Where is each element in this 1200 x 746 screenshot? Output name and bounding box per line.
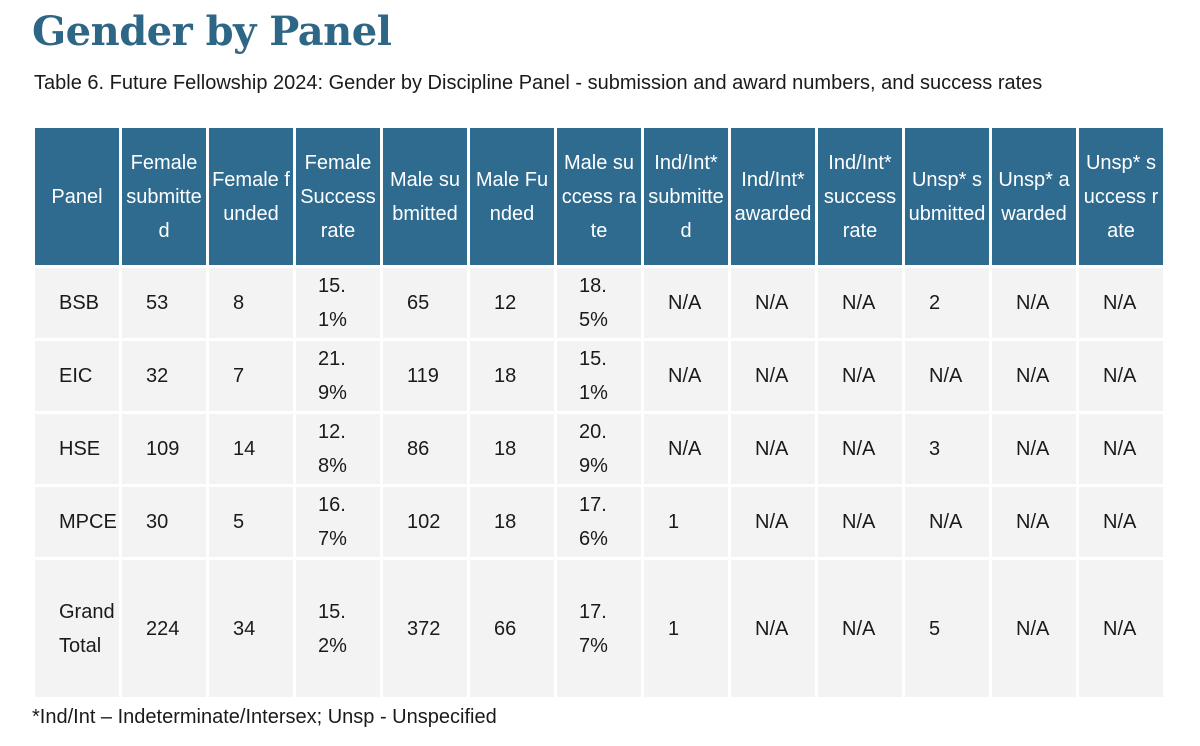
table-header-row: Panel Female submitted Female funded Fem… xyxy=(35,128,1163,265)
table-cell: 224 xyxy=(122,560,206,697)
table-cell: 7 xyxy=(209,341,293,411)
table-cell: 15.2% xyxy=(296,560,380,697)
table-cell: N/A xyxy=(818,414,902,484)
panel-cell: HSE xyxy=(35,414,119,484)
table-cell: 34 xyxy=(209,560,293,697)
table-cell: N/A xyxy=(731,341,815,411)
column-header: Female Success rate xyxy=(296,128,380,265)
table-cell: N/A xyxy=(818,341,902,411)
table-footnote: *Ind/Int – Indeterminate/Intersex; Unsp … xyxy=(32,706,497,728)
table-cell: N/A xyxy=(818,560,902,697)
table-cell: N/A xyxy=(818,487,902,557)
table-cell: N/A xyxy=(1079,487,1163,557)
table-cell: N/A xyxy=(644,414,728,484)
table-cell: N/A xyxy=(731,560,815,697)
table-cell: 15.1% xyxy=(557,341,641,411)
gender-by-panel-table: Panel Female submitted Female funded Fem… xyxy=(32,125,1166,700)
table-cell: 3 xyxy=(905,414,989,484)
column-header: Ind/Int* success rate xyxy=(818,128,902,265)
table-cell: N/A xyxy=(992,268,1076,338)
table-row: BSB 53 8 15.1% 65 12 18.5% N/A N/A N/A 2… xyxy=(35,268,1163,338)
panel-cell: EIC xyxy=(35,341,119,411)
page-title: Gender by Panel xyxy=(32,8,392,55)
table-cell: 32 xyxy=(122,341,206,411)
table-cell: 109 xyxy=(122,414,206,484)
table-cell: 18 xyxy=(470,341,554,411)
table-cell: N/A xyxy=(644,268,728,338)
table-cell: 14 xyxy=(209,414,293,484)
table-cell: 21.9% xyxy=(296,341,380,411)
table-cell: N/A xyxy=(1079,414,1163,484)
table-cell: 17.7% xyxy=(557,560,641,697)
table-cell: 86 xyxy=(383,414,467,484)
panel-cell: BSB xyxy=(35,268,119,338)
table-row: HSE 109 14 12.8% 86 18 20.9% N/A N/A N/A… xyxy=(35,414,1163,484)
table-cell: N/A xyxy=(992,414,1076,484)
column-header: Unsp* success rate xyxy=(1079,128,1163,265)
column-header: Ind/Int* submitted xyxy=(644,128,728,265)
column-header: Unsp* submitted xyxy=(905,128,989,265)
table-cell: N/A xyxy=(1079,268,1163,338)
column-header: Male Funded xyxy=(470,128,554,265)
table-cell: 15.1% xyxy=(296,268,380,338)
table-cell: 12.8% xyxy=(296,414,380,484)
table-cell: 12 xyxy=(470,268,554,338)
table-cell: N/A xyxy=(992,487,1076,557)
table-cell: 53 xyxy=(122,268,206,338)
table-cell: 16.7% xyxy=(296,487,380,557)
table-cell: 18.5% xyxy=(557,268,641,338)
table-cell: N/A xyxy=(992,341,1076,411)
table-cell: 17.6% xyxy=(557,487,641,557)
table-row: MPCE 30 5 16.7% 102 18 17.6% 1 N/A N/A N… xyxy=(35,487,1163,557)
column-header: Female submitted xyxy=(122,128,206,265)
table-cell: 66 xyxy=(470,560,554,697)
table-cell: N/A xyxy=(731,414,815,484)
table-cell: N/A xyxy=(1079,560,1163,697)
table-cell: N/A xyxy=(731,487,815,557)
table-row: EIC 32 7 21.9% 119 18 15.1% N/A N/A N/A … xyxy=(35,341,1163,411)
table-cell: 372 xyxy=(383,560,467,697)
table-cell: 2 xyxy=(905,268,989,338)
table-cell: N/A xyxy=(644,341,728,411)
table-cell: 65 xyxy=(383,268,467,338)
panel-cell: MPCE xyxy=(35,487,119,557)
table-cell: 102 xyxy=(383,487,467,557)
column-header: Male success rate xyxy=(557,128,641,265)
column-header: Unsp* awarded xyxy=(992,128,1076,265)
table-cell: 1 xyxy=(644,560,728,697)
table-cell: N/A xyxy=(905,487,989,557)
table-cell: N/A xyxy=(992,560,1076,697)
table-caption: Table 6. Future Fellowship 2024: Gender … xyxy=(34,72,1043,94)
table-cell: N/A xyxy=(1079,341,1163,411)
table-cell: N/A xyxy=(731,268,815,338)
column-header: Ind/Int* awarded xyxy=(731,128,815,265)
table-cell: 8 xyxy=(209,268,293,338)
table-cell: 119 xyxy=(383,341,467,411)
table-cell: 18 xyxy=(470,414,554,484)
table-cell: 5 xyxy=(209,487,293,557)
grand-total-row: Grand Total 224 34 15.2% 372 66 17.7% 1 … xyxy=(35,560,1163,697)
panel-cell: Grand Total xyxy=(35,560,119,697)
table-cell: 1 xyxy=(644,487,728,557)
column-header: Male submitted xyxy=(383,128,467,265)
table-cell: 20.9% xyxy=(557,414,641,484)
table-cell: N/A xyxy=(818,268,902,338)
table-cell: 5 xyxy=(905,560,989,697)
table-cell: N/A xyxy=(905,341,989,411)
column-header: Female funded xyxy=(209,128,293,265)
column-header: Panel xyxy=(35,128,119,265)
table-cell: 18 xyxy=(470,487,554,557)
table-cell: 30 xyxy=(122,487,206,557)
